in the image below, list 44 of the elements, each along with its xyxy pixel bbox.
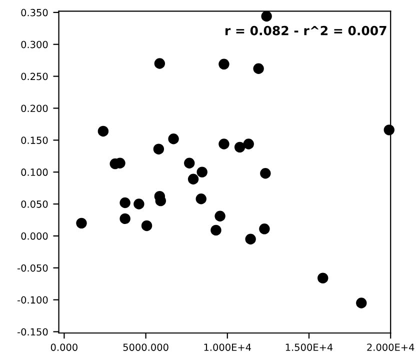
point <box>245 234 256 244</box>
y-tick-label: 0.300 <box>21 40 48 48</box>
y-tick-label: -0.050 <box>18 264 48 272</box>
point <box>234 142 246 153</box>
point <box>153 144 164 154</box>
point <box>120 197 130 208</box>
point <box>154 58 166 69</box>
point <box>218 138 230 150</box>
point <box>168 134 179 144</box>
point <box>218 58 230 70</box>
y-tick-label: -0.150 <box>18 328 48 336</box>
y-tick-label: 0.150 <box>21 136 48 144</box>
y-tick-label: 0.100 <box>21 168 48 176</box>
point <box>196 194 206 204</box>
point <box>184 158 195 168</box>
point <box>253 63 264 74</box>
point <box>356 298 367 308</box>
y-tick-label: 0.050 <box>21 200 48 208</box>
y-tick-label: 0.350 <box>21 8 48 16</box>
y-tick-label: -0.100 <box>18 296 48 304</box>
point <box>98 126 109 137</box>
point <box>196 166 208 178</box>
point <box>210 224 222 236</box>
point <box>261 10 272 22</box>
y-tick-label: 0.200 <box>21 104 48 112</box>
point <box>134 198 144 210</box>
annotation: r = 0.082 - r^2 = 0.007 <box>226 26 386 36</box>
point <box>318 272 328 284</box>
point <box>384 124 394 136</box>
point <box>120 213 130 224</box>
point <box>76 218 87 229</box>
point <box>141 220 152 232</box>
y-tick-label: 0.000 <box>21 232 48 240</box>
point <box>188 174 199 184</box>
x-tick-label: 5000.000 <box>123 344 168 351</box>
x-tick-label: 0.000 <box>50 344 78 351</box>
x-tick-label: 1.500E+4 <box>286 344 333 351</box>
y-tick-label: 0.250 <box>21 72 48 80</box>
point <box>243 138 254 150</box>
point <box>214 210 226 222</box>
x-tick-label: 1.000E+4 <box>204 344 251 351</box>
x-tick-label: 2.000E+4 <box>367 344 414 351</box>
point <box>260 168 271 179</box>
point <box>259 224 270 234</box>
